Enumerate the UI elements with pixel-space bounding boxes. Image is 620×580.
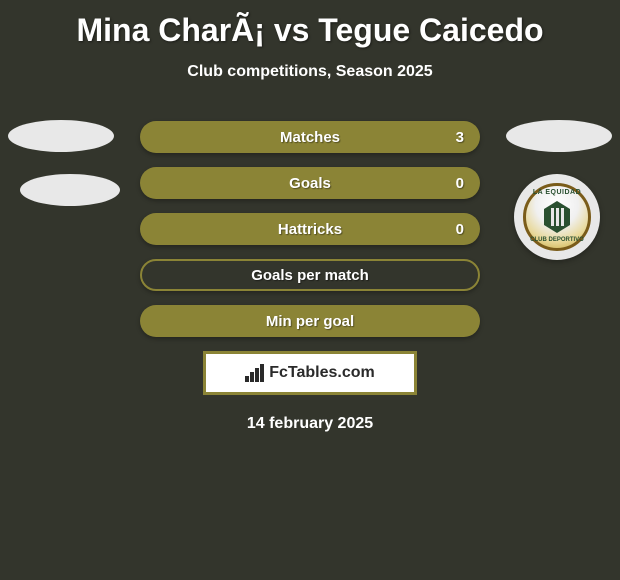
stat-label: Matches: [280, 129, 340, 146]
stat-row-matches: Matches 3: [140, 121, 480, 153]
stat-label: Goals per match: [251, 267, 369, 284]
stat-value-right: 3: [456, 129, 464, 146]
player2-club-badge: LA EQUIDAD CLUB DEPORTIVO: [514, 174, 600, 260]
stat-label: Min per goal: [266, 313, 354, 330]
player1-badge-placeholder-2: [20, 174, 120, 206]
date-text: 14 february 2025: [0, 415, 620, 433]
stat-row-hattricks: Hattricks 0: [140, 213, 480, 245]
stat-row-goals-per-match: Goals per match: [140, 259, 480, 291]
footer-text: FcTables.com: [269, 364, 375, 382]
stat-value-right: 0: [456, 175, 464, 192]
player2-badge-placeholder-1: [506, 120, 612, 152]
stat-row-goals: Goals 0: [140, 167, 480, 199]
footer-attribution[interactable]: FcTables.com: [203, 351, 417, 395]
stat-row-min-per-goal: Min per goal: [140, 305, 480, 337]
la-equidad-logo: LA EQUIDAD CLUB DEPORTIVO: [523, 183, 591, 251]
club-logo-top-text: LA EQUIDAD: [533, 189, 581, 196]
club-logo-bottom-text: CLUB DEPORTIVO: [530, 237, 584, 243]
player1-badge-placeholder-1: [8, 120, 114, 152]
stat-label: Goals: [289, 175, 331, 192]
page-title: Mina CharÃ¡ vs Tegue Caicedo: [0, 0, 620, 49]
bar-chart-icon: [245, 364, 265, 382]
stat-value-right: 0: [456, 221, 464, 238]
stat-label: Hattricks: [278, 221, 342, 238]
page-subtitle: Club competitions, Season 2025: [0, 63, 620, 81]
